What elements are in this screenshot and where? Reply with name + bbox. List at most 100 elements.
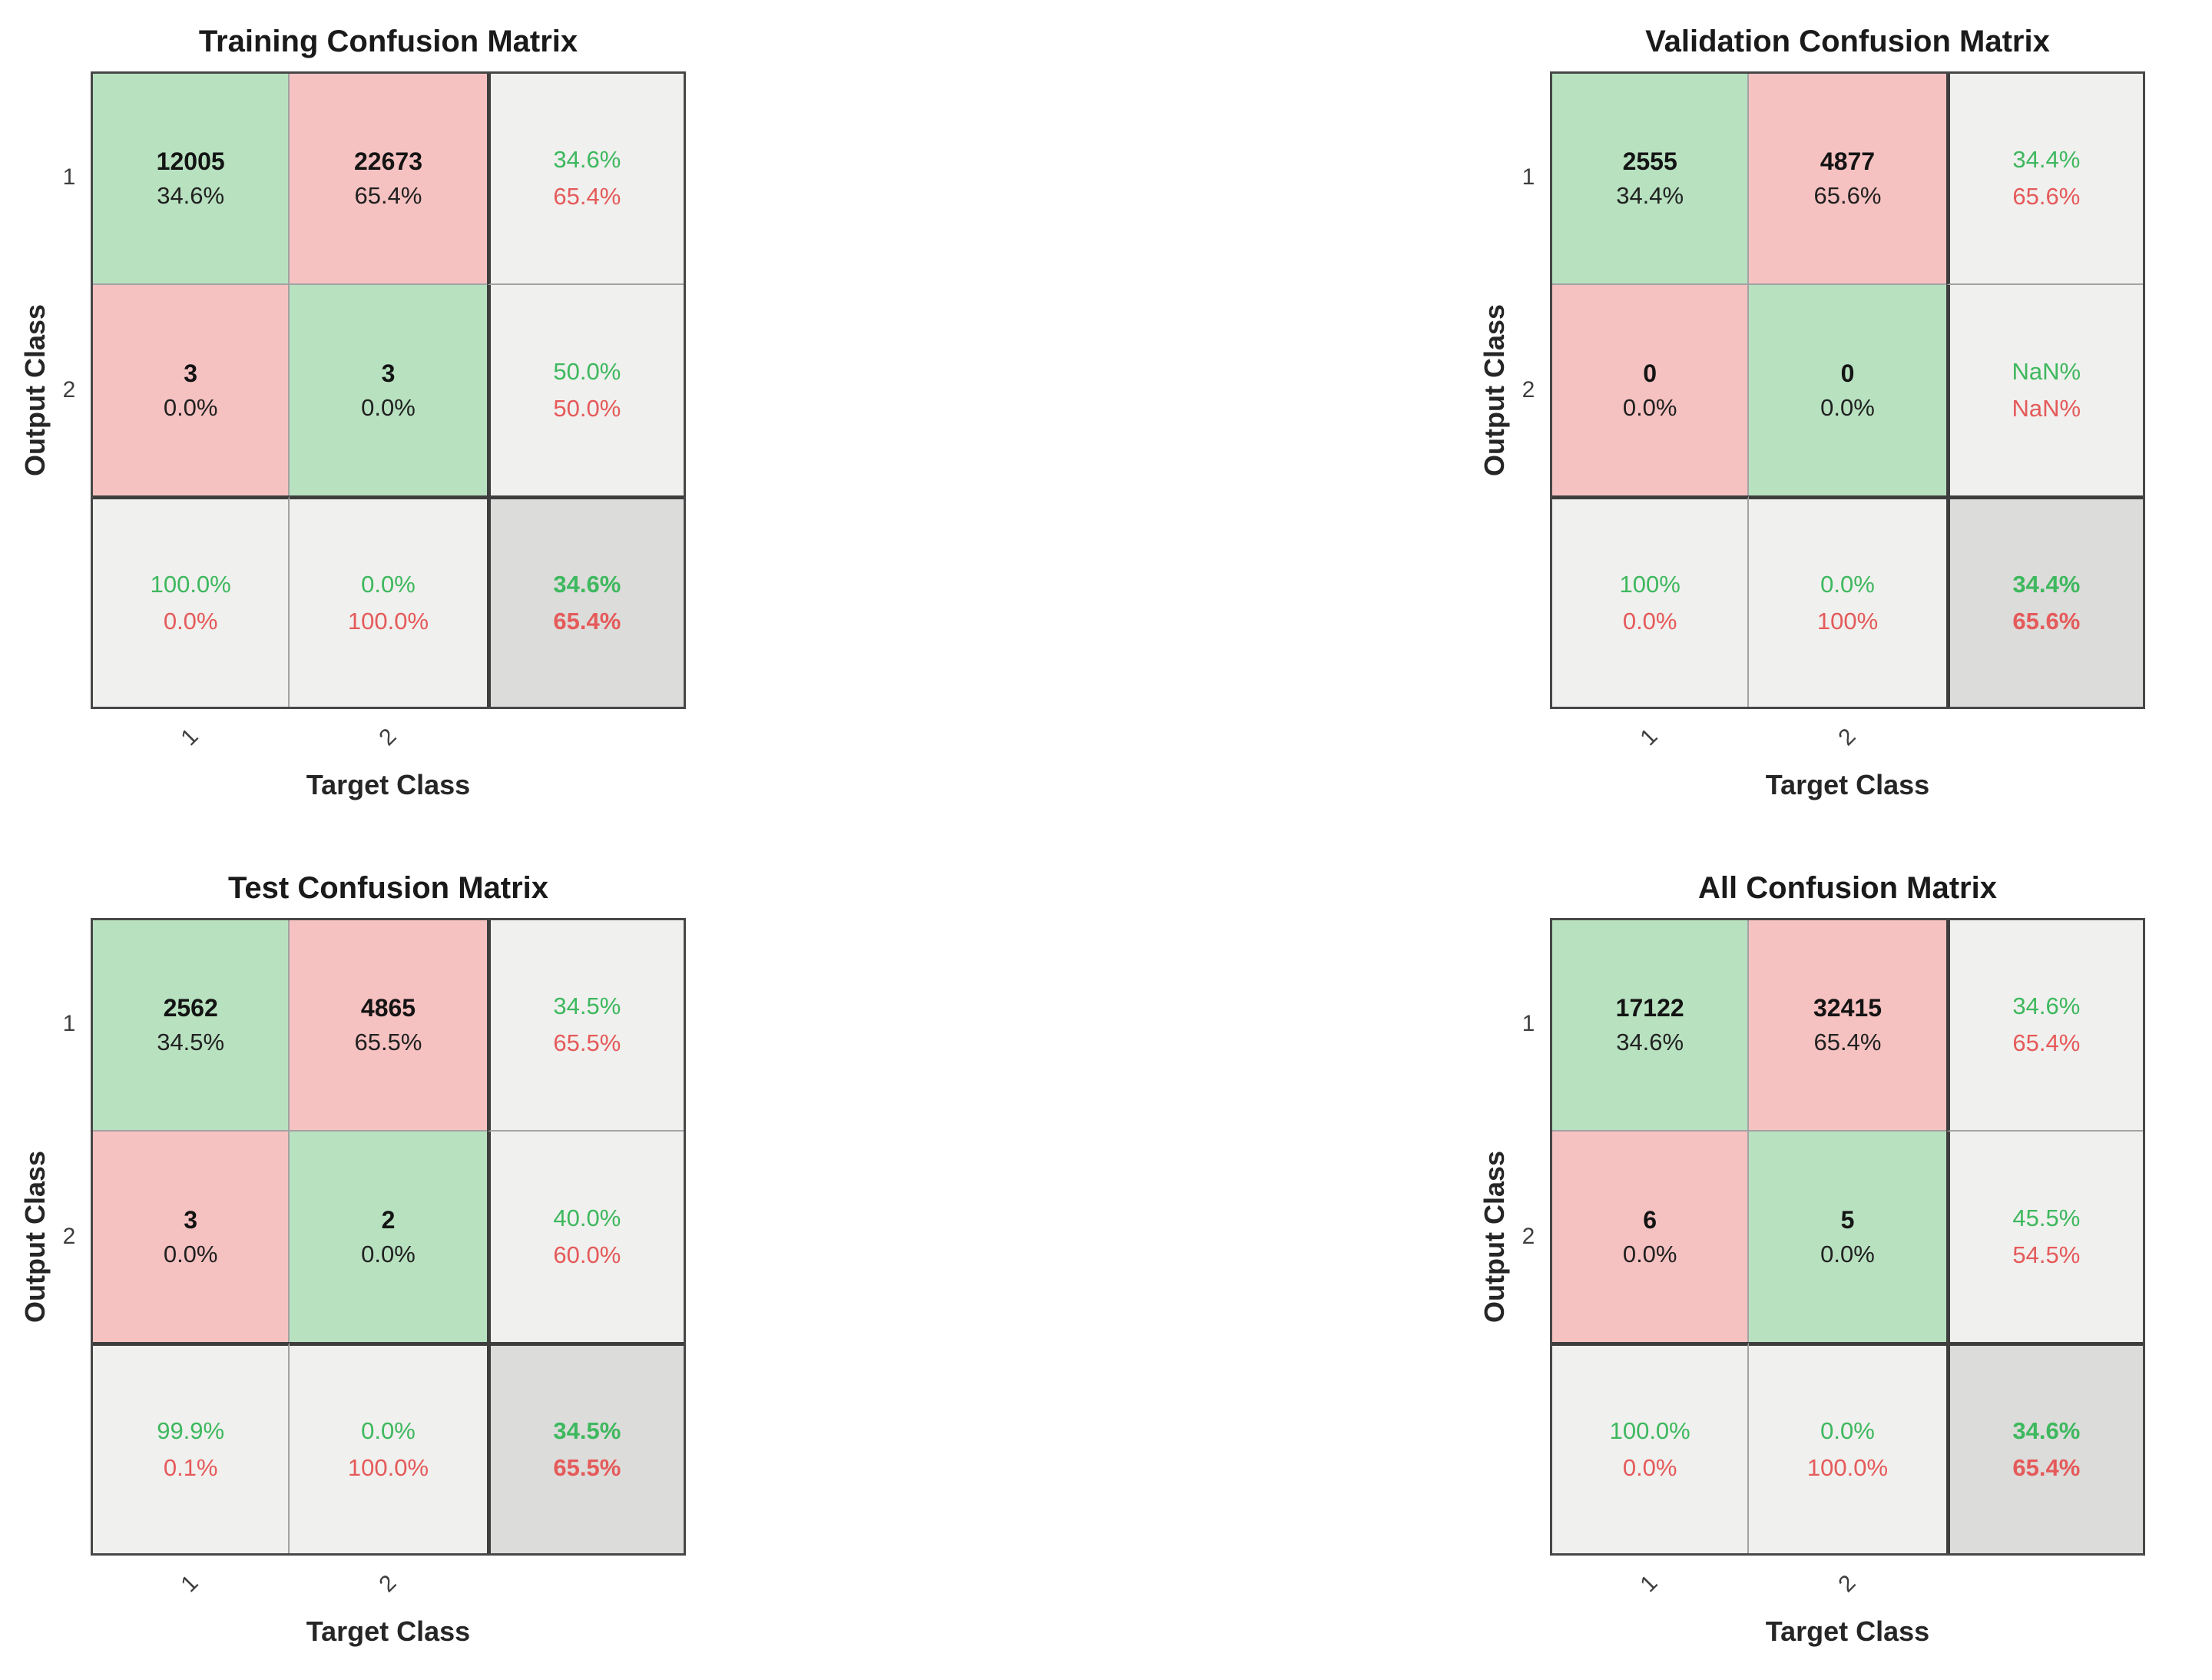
chart-title: Validation Confusion Matrix xyxy=(1645,25,2050,58)
cell-count: 3 xyxy=(184,359,198,387)
cell-overall-summary: 34.6% 65.4% xyxy=(486,495,684,707)
x-tick: 1 xyxy=(1550,1570,1748,1598)
y-tick-spacer xyxy=(1515,1343,1550,1556)
cell-count: 2555 xyxy=(1622,147,1677,176)
summary-green-percent: 34.5% xyxy=(553,992,621,1020)
y-tick-label: 1 xyxy=(62,1011,76,1037)
cell-percent: 65.4% xyxy=(354,181,422,209)
cell-count: 17122 xyxy=(1615,994,1684,1022)
cell-percent: 65.6% xyxy=(1813,181,1882,209)
x-tick: 1 xyxy=(91,724,289,751)
summary-green-percent: 50.0% xyxy=(553,357,621,385)
y-tick-label: 1 xyxy=(1522,1011,1535,1037)
cell-percent: 0.0% xyxy=(163,1240,218,1267)
cell-correct: 5 0.0% xyxy=(1749,1131,1946,1343)
summary-red-percent: 0.1% xyxy=(163,1454,218,1482)
cell-count: 2562 xyxy=(163,994,218,1022)
cell-overall-summary: 34.4% 65.6% xyxy=(1945,495,2143,707)
all-confusion-matrix-panel: All Confusion Matrix Output Class 1 2 17… xyxy=(1475,853,2145,1662)
cell-col-summary: 100.0% 0.0% xyxy=(93,495,290,707)
cell-row-summary: 34.5% 65.5% xyxy=(486,920,684,1132)
confusion-grid: 17122 34.6% 32415 65.4% 34.6% 65.4% 6 0.… xyxy=(1550,918,2145,1556)
cell-col-summary: 100% 0.0% xyxy=(1552,495,1750,707)
x-tick-label: 2 xyxy=(1833,724,1861,751)
overall-green-percent: 34.6% xyxy=(553,570,621,598)
cell-correct: 2 0.0% xyxy=(290,1131,487,1343)
summary-red-percent: NaN% xyxy=(2012,394,2081,422)
y-tick-label: 1 xyxy=(1522,164,1535,191)
cell-row-summary: 34.4% 65.6% xyxy=(1945,74,2143,285)
cell-count: 32415 xyxy=(1813,994,1882,1022)
summary-red-percent: 65.4% xyxy=(553,183,621,210)
x-axis-label: Target Class xyxy=(1765,1615,1930,1647)
cell-count: 0 xyxy=(1643,359,1657,387)
cell-row-summary: 50.0% 50.0% xyxy=(486,284,684,496)
y-axis-ticks: 1 2 xyxy=(55,71,91,709)
y-tick-spacer xyxy=(1515,496,1550,709)
cell-count: 12005 xyxy=(156,147,225,176)
cell-count: 6 xyxy=(1643,1205,1657,1234)
cell-correct: 2562 34.5% xyxy=(93,920,290,1132)
y-tick-spacer xyxy=(55,496,91,709)
cell-count: 3 xyxy=(381,359,396,387)
x-axis-label: Target Class xyxy=(1765,769,1930,800)
summary-red-percent: 0.0% xyxy=(163,608,218,635)
x-tick-label: 1 xyxy=(176,1570,204,1598)
cell-row-summary: 34.6% 65.4% xyxy=(1945,920,2143,1132)
cell-incorrect: 4877 65.6% xyxy=(1749,74,1946,285)
confusion-grid: 12005 34.6% 22673 65.4% 34.6% 65.4% 3 0.… xyxy=(91,71,686,709)
cell-row-summary: 45.5% 54.5% xyxy=(1945,1131,2143,1343)
chart-title: Test Confusion Matrix xyxy=(227,871,549,905)
summary-red-percent: 0.0% xyxy=(1622,1454,1677,1482)
chart-title: Training Confusion Matrix xyxy=(198,25,578,58)
summary-red-percent: 50.0% xyxy=(553,394,621,422)
confusion-grid: 2562 34.5% 4865 65.5% 34.5% 65.5% 3 0.0%… xyxy=(91,918,686,1556)
cell-percent: 0.0% xyxy=(361,1240,416,1267)
cell-correct: 17122 34.6% xyxy=(1552,920,1750,1132)
cell-count: 3 xyxy=(184,1205,198,1234)
y-tick-label: 2 xyxy=(1522,377,1535,403)
cell-incorrect: 32415 65.4% xyxy=(1749,920,1946,1132)
cell-col-summary: 0.0% 100% xyxy=(1749,495,1946,707)
cell-percent: 34.6% xyxy=(1616,1028,1684,1055)
summary-green-percent: 40.0% xyxy=(553,1204,621,1231)
cell-count: 22673 xyxy=(354,147,422,176)
cell-count: 5 xyxy=(1840,1205,1855,1234)
cell-percent: 0.0% xyxy=(1622,393,1677,421)
cell-overall-summary: 34.5% 65.5% xyxy=(486,1342,684,1553)
summary-green-percent: 100.0% xyxy=(1609,1417,1690,1444)
overall-red-percent: 65.4% xyxy=(2012,1454,2081,1482)
summary-red-percent: 100% xyxy=(1816,608,1879,635)
cell-percent: 0.0% xyxy=(1622,1240,1677,1267)
summary-green-percent: 34.6% xyxy=(553,146,621,174)
x-tick-label: 2 xyxy=(374,1570,402,1598)
cell-incorrect: 3 0.0% xyxy=(93,284,290,496)
cell-percent: 65.4% xyxy=(1813,1028,1882,1055)
y-tick-label: 2 xyxy=(62,1224,76,1249)
summary-red-percent: 54.5% xyxy=(2012,1241,2081,1268)
cell-incorrect: 22673 65.4% xyxy=(290,74,487,285)
summary-red-percent: 100.0% xyxy=(347,1454,429,1482)
overall-red-percent: 65.5% xyxy=(553,1454,621,1482)
x-tick-label: 2 xyxy=(374,724,402,751)
cell-row-summary: 34.6% 65.4% xyxy=(486,74,684,285)
cell-count: 4865 xyxy=(360,994,416,1022)
y-axis-label: Output Class xyxy=(1479,303,1511,477)
cell-correct: 12005 34.6% xyxy=(93,74,290,285)
cell-correct: 2555 34.4% xyxy=(1552,74,1750,285)
cell-count: 0 xyxy=(1840,359,1855,387)
cell-col-summary: 99.9% 0.1% xyxy=(93,1342,290,1553)
y-axis-ticks: 1 2 xyxy=(1515,71,1550,709)
cell-overall-summary: 34.6% 65.4% xyxy=(1945,1342,2143,1553)
x-tick-label: 1 xyxy=(1635,1570,1663,1598)
y-axis-ticks: 1 2 xyxy=(1515,918,1550,1556)
cell-percent: 0.0% xyxy=(163,393,218,421)
cell-correct: 3 0.0% xyxy=(290,284,487,496)
x-tick-label: 1 xyxy=(1635,724,1663,751)
chart-title: All Confusion Matrix xyxy=(1698,871,1997,905)
x-axis-label: Target Class xyxy=(306,1615,471,1647)
summary-green-percent: 0.0% xyxy=(361,1417,416,1444)
x-tick: 1 xyxy=(1550,724,1748,751)
cell-col-summary: 0.0% 100.0% xyxy=(1749,1342,1946,1553)
y-tick-spacer xyxy=(55,1343,91,1556)
